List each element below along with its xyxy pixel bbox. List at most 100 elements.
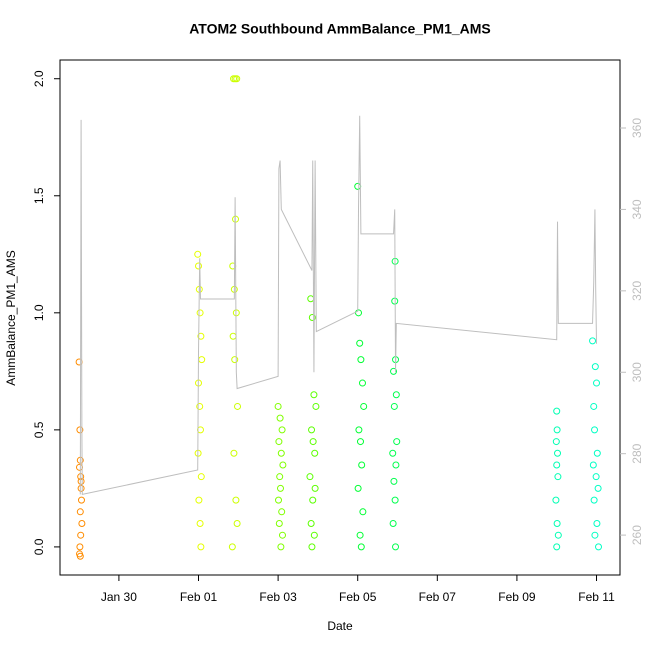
point [307,520,315,527]
point [356,438,364,446]
point [233,75,241,83]
point [77,484,85,492]
point [76,426,84,434]
y2-tick-label: 360 [630,118,644,138]
point [592,473,600,481]
point [589,461,597,469]
point [308,314,316,321]
point [276,473,284,481]
y2-tick-label: 340 [630,199,644,219]
point [308,426,316,434]
y2-tick-label: 260 [630,525,644,545]
y-tick-label: 1.5 [32,187,46,204]
point [593,379,601,387]
point [358,461,366,469]
y-tick-label: 2.0 [32,70,46,87]
point [196,402,204,410]
point [275,520,283,527]
point [275,438,283,446]
point [356,339,364,347]
point [355,426,363,434]
point [590,496,598,504]
x-tick-label: Feb 11 [578,590,615,604]
point [277,449,285,457]
point [393,438,401,446]
point [593,449,601,457]
point [312,402,320,410]
point [553,543,561,551]
plot-box [59,59,621,576]
x-tick-label: Feb 03 [259,590,297,604]
point [357,356,365,364]
point [310,391,318,399]
point [77,531,85,539]
point [76,543,84,551]
point [78,520,86,527]
point [553,520,561,527]
point [197,332,205,340]
point [359,508,367,516]
x-tick-label: Jan 30 [101,590,137,604]
y-tick-label: 0.0 [32,538,46,555]
point [554,473,562,481]
point [554,449,562,457]
point [278,508,286,516]
point [311,449,319,457]
point [276,484,284,492]
point [276,414,284,422]
point [392,461,400,469]
y2-tick-label: 300 [630,362,644,382]
point [595,543,603,551]
point [230,449,238,457]
point [554,531,562,539]
point [392,543,400,551]
point [390,402,398,410]
point [278,531,286,539]
point [553,407,561,415]
x-axis-label: Date [327,619,353,633]
y2-tick-label: 280 [630,443,644,463]
point [552,438,560,446]
point [591,531,599,539]
y-tick-label: 1.0 [32,304,46,321]
point [391,496,399,504]
point [196,520,204,527]
point [197,543,205,551]
point [196,309,204,317]
point [277,543,285,551]
point [389,520,397,527]
point [77,496,85,504]
x-tick-label: Feb 09 [498,590,536,604]
x-tick-label: Feb 05 [339,590,377,604]
point [279,461,287,469]
y2-tick-label: 320 [630,281,644,301]
point [553,461,561,469]
point [389,449,397,457]
point [76,508,84,516]
point [360,402,368,410]
point [308,543,316,551]
point [594,484,602,492]
point [589,337,597,345]
point [358,379,366,387]
point [309,496,317,504]
point [228,543,236,551]
point [234,402,242,410]
point [278,426,286,434]
point [195,496,203,504]
point [76,552,84,560]
point [591,426,599,434]
point [233,520,241,527]
point [195,262,203,270]
point [310,531,318,539]
x-tick-label: Feb 01 [180,590,218,604]
point [591,363,599,371]
point [392,391,400,399]
point [311,484,319,492]
point [390,367,398,375]
y-axis-label: AmmBalance_PM1_AMS [4,250,18,385]
y-tick-label: 0.5 [32,421,46,438]
